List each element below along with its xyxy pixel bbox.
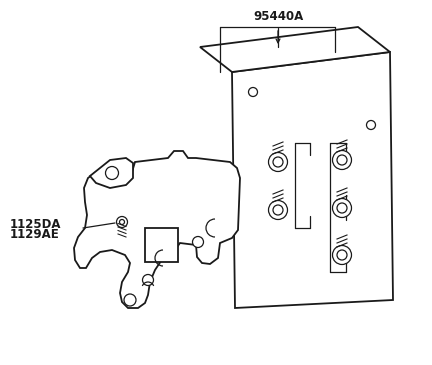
Circle shape — [337, 155, 347, 165]
Circle shape — [105, 166, 118, 180]
Polygon shape — [145, 228, 178, 262]
Polygon shape — [200, 27, 390, 72]
Circle shape — [333, 150, 352, 169]
Circle shape — [248, 88, 257, 96]
Circle shape — [333, 199, 352, 218]
Text: 1129AE: 1129AE — [10, 228, 60, 242]
Polygon shape — [90, 158, 133, 188]
Polygon shape — [232, 52, 393, 308]
Circle shape — [143, 274, 153, 285]
Circle shape — [269, 200, 288, 219]
Circle shape — [366, 120, 375, 130]
Circle shape — [333, 246, 352, 265]
Circle shape — [120, 219, 124, 224]
Text: 1125DA: 1125DA — [10, 218, 61, 231]
Circle shape — [193, 237, 203, 247]
Circle shape — [337, 203, 347, 213]
Circle shape — [124, 294, 136, 306]
Circle shape — [273, 157, 283, 167]
Circle shape — [117, 216, 127, 227]
Circle shape — [273, 205, 283, 215]
Polygon shape — [74, 151, 240, 308]
Circle shape — [337, 250, 347, 260]
Circle shape — [269, 153, 288, 172]
Text: 95440A: 95440A — [253, 11, 303, 23]
